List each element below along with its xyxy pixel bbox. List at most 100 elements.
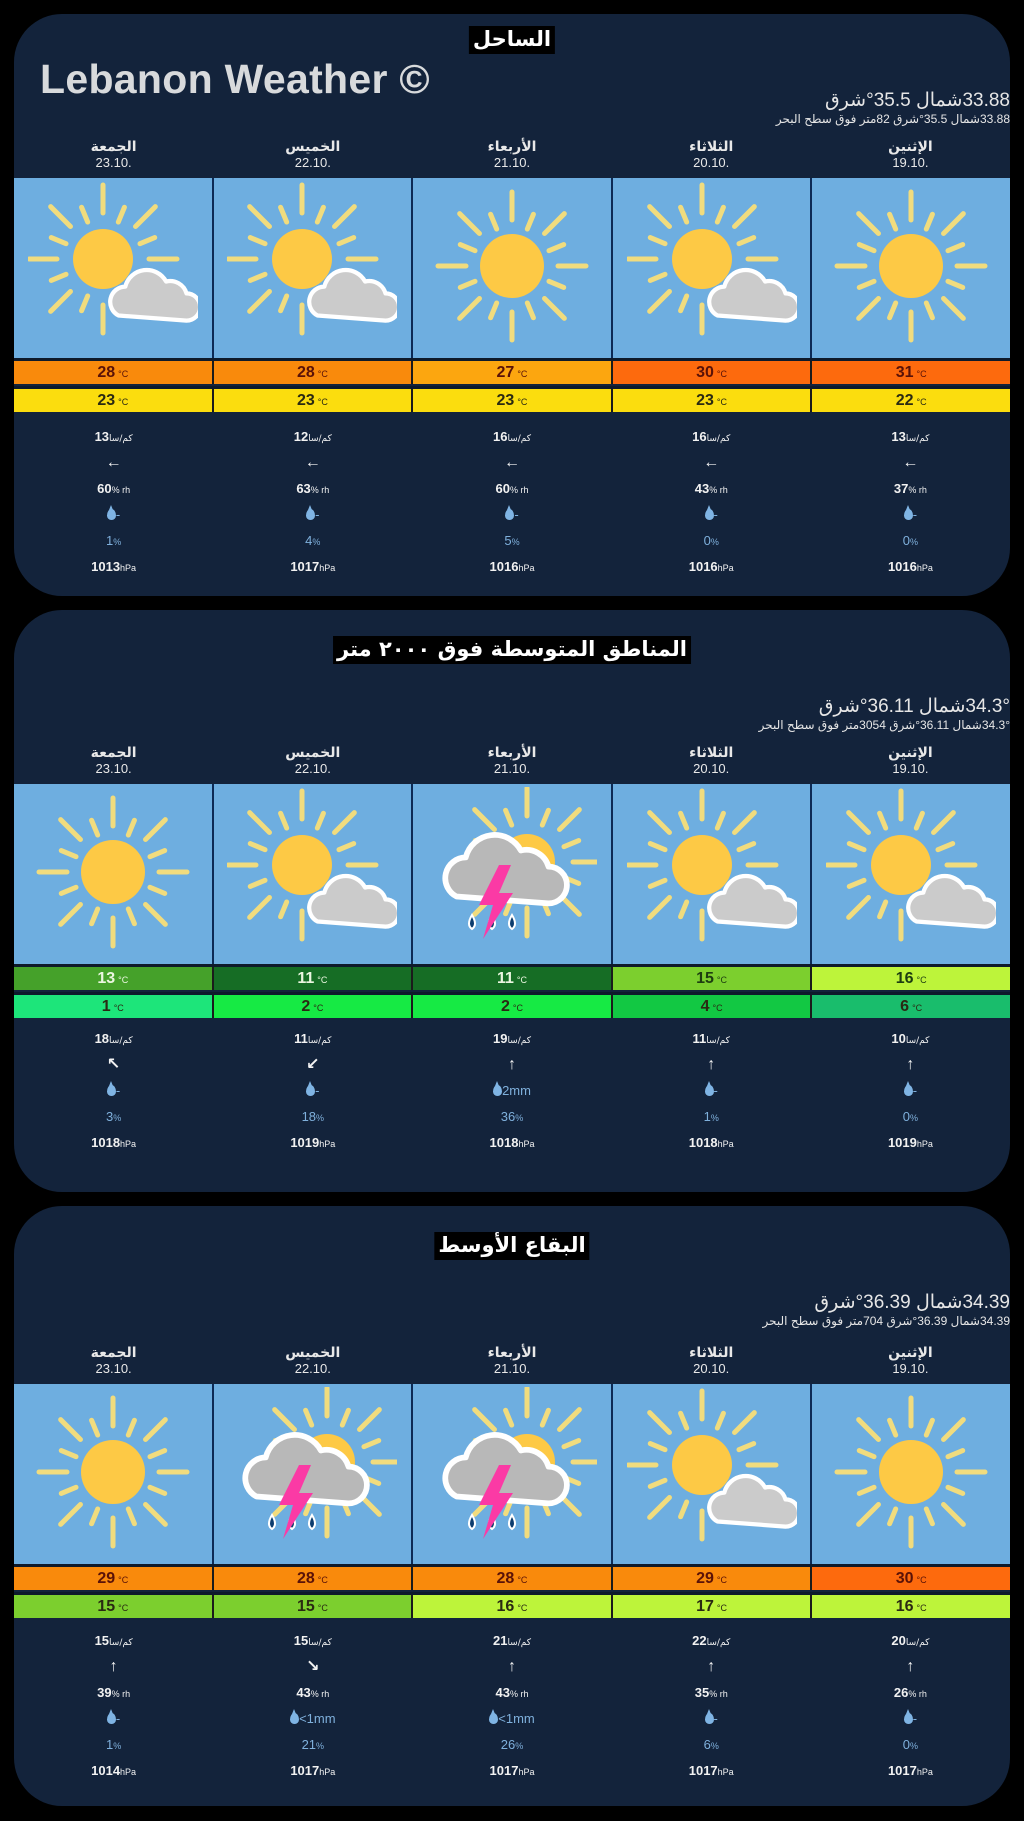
raindrop-icon: [704, 505, 714, 520]
temp-unit: °C: [313, 1003, 324, 1013]
day-header: الإثنين 19.10.: [811, 1344, 1010, 1376]
weather-icon-cell: [812, 784, 1010, 964]
weather-icon-cell: [413, 1384, 613, 1564]
day-date: 20.10.: [693, 1361, 730, 1376]
sun-cloud-icon: [225, 181, 402, 356]
icon-row: [14, 178, 1010, 358]
weather-icon-cell: [612, 178, 813, 358]
raindrop-icon: [106, 505, 116, 520]
temp-value: 4: [700, 998, 710, 1015]
max-temp: 29 °C: [14, 1567, 214, 1590]
day-header: الثلاثاء 20.10.: [612, 138, 811, 170]
precipitation: -: [612, 502, 811, 528]
precip-probability: 0%: [902, 1109, 919, 1124]
humidity: 37% rh: [893, 481, 927, 496]
icon-row: [14, 784, 1010, 964]
temp-unit: °C: [916, 1603, 927, 1613]
day-date: 19.10.: [892, 761, 929, 776]
temp-value: 15: [696, 970, 714, 987]
day-header: الأربعاء 21.10.: [412, 1344, 611, 1376]
min-temp-row: 1 °C 2 °C 2 °C 4 °C 6 °C: [14, 992, 1010, 1018]
day-date: 23.10.: [95, 155, 132, 170]
humidity: 60% rh: [97, 481, 131, 496]
location-coordinates: 33.88شمال 35.5°شرق 33.88شمال 35.5°شرق 82…: [776, 90, 1010, 126]
max-temp-row: 13 °C 11 °C 11 °C 15 °C 16 °C: [14, 964, 1010, 990]
raindrop-icon: [903, 1081, 913, 1096]
precip-probability: 36%: [500, 1109, 524, 1124]
temp-unit: °C: [317, 1575, 328, 1585]
raindrop-icon: [505, 505, 515, 520]
sun-cloud-icon: [225, 787, 402, 962]
temp-value: 23: [97, 392, 116, 409]
max-temp: 11 °C: [213, 967, 414, 990]
wind-direction-arrow-icon: ↙: [306, 1056, 320, 1073]
precipitation: <1mm: [412, 1706, 611, 1732]
stats-row: 13كم/سا ← 60% rh - 1% 1013hPa 12كم/سا ← …: [14, 424, 1010, 580]
panel-title: البقاع الأوسط: [434, 1232, 590, 1260]
pressure: 1016hPa: [489, 559, 535, 574]
day-name: الثلاثاء: [689, 139, 734, 155]
weather-icon-cell: [213, 178, 414, 358]
temp-value: 29: [97, 1570, 116, 1587]
temp-unit: °C: [916, 975, 927, 985]
pressure: 1018hPa: [489, 1135, 535, 1150]
raindrop-icon: [704, 1709, 714, 1724]
day-stats: 22كم/سا ↑ 35% rh - 6% 1017hPa: [612, 1628, 811, 1784]
precipitation: -: [412, 502, 611, 528]
temp-value: 30: [895, 1570, 914, 1587]
temp-value: 29: [696, 1570, 714, 1587]
day-date: 20.10.: [693, 155, 730, 170]
temp-unit: °C: [517, 397, 528, 407]
day-stats: 16كم/سا ← 43% rh - 0% 1016hPa: [612, 424, 811, 580]
day-name: الجمعة: [90, 745, 137, 761]
day-name: الخميس: [285, 745, 341, 761]
precipitation: -: [612, 1706, 811, 1732]
day-header: الخميس 22.10.: [213, 138, 412, 170]
max-temp: 30 °C: [812, 1567, 1010, 1590]
day-date: 21.10.: [493, 761, 531, 776]
pressure: 1017hPa: [290, 559, 336, 574]
humidity: 26% rh: [893, 1685, 927, 1700]
sun-icon: [28, 787, 198, 962]
wind-direction-arrow-icon: ←: [105, 454, 122, 471]
temp-value: 15: [296, 1598, 315, 1615]
raindrop-icon: [493, 1081, 503, 1096]
app-brand: Lebanon Weather ©: [40, 56, 430, 102]
wind-speed: 16كم/سا: [492, 429, 532, 444]
max-temp: 13 °C: [14, 967, 214, 990]
temp-value: 28: [296, 364, 315, 381]
wind-speed: 20كم/سا: [891, 1633, 930, 1648]
storm-icon: [427, 1385, 604, 1562]
day-date: 19.10.: [892, 1361, 929, 1376]
sun-icon: [826, 181, 996, 356]
day-header: الجمعة 23.10.: [14, 138, 213, 170]
wind-speed: 19كم/سا: [492, 1031, 532, 1046]
wind-direction-arrow-icon: ←: [304, 454, 321, 471]
weather-icon-cell: [14, 1384, 214, 1564]
wind-speed: 16كم/سا: [692, 429, 731, 444]
weather-icon-cell: [413, 784, 613, 964]
temp-unit: °C: [916, 1575, 927, 1585]
min-temp: 22 °C: [812, 389, 1010, 412]
temp-unit: °C: [512, 1003, 523, 1013]
max-temp: 15 °C: [612, 967, 813, 990]
temp-unit: °C: [912, 1003, 923, 1013]
max-temp-row: 29 °C 28 °C 28 °C 29 °C 30 °C: [14, 1564, 1010, 1590]
humidity: 39% rh: [97, 1685, 131, 1700]
wind-direction-arrow-icon: ↑: [707, 1056, 716, 1073]
day-header: الأربعاء 21.10.: [412, 744, 611, 776]
sun-cloud-icon: [824, 787, 1001, 962]
min-temp: 16 °C: [413, 1595, 613, 1618]
day-name: الإثنين: [888, 745, 933, 761]
temp-value: 11: [496, 970, 514, 987]
min-temp: 16 °C: [812, 1595, 1010, 1618]
day-date: 22.10.: [294, 761, 331, 776]
panel-title: الساحل: [468, 26, 556, 54]
stats-row: 18كم/سا ↖ - 3% 1018hPa 11كم/سا ↙ - 18% 1…: [14, 1026, 1010, 1156]
day-header: الخميس 22.10.: [213, 1344, 412, 1376]
precip-probability: 5%: [504, 533, 520, 548]
max-temp: 27 °C: [413, 361, 613, 384]
min-temp-row: 15 °C 15 °C 16 °C 17 °C 16 °C: [14, 1592, 1010, 1618]
temp-value: 6: [900, 998, 910, 1015]
raindrop-icon: [489, 1709, 499, 1724]
